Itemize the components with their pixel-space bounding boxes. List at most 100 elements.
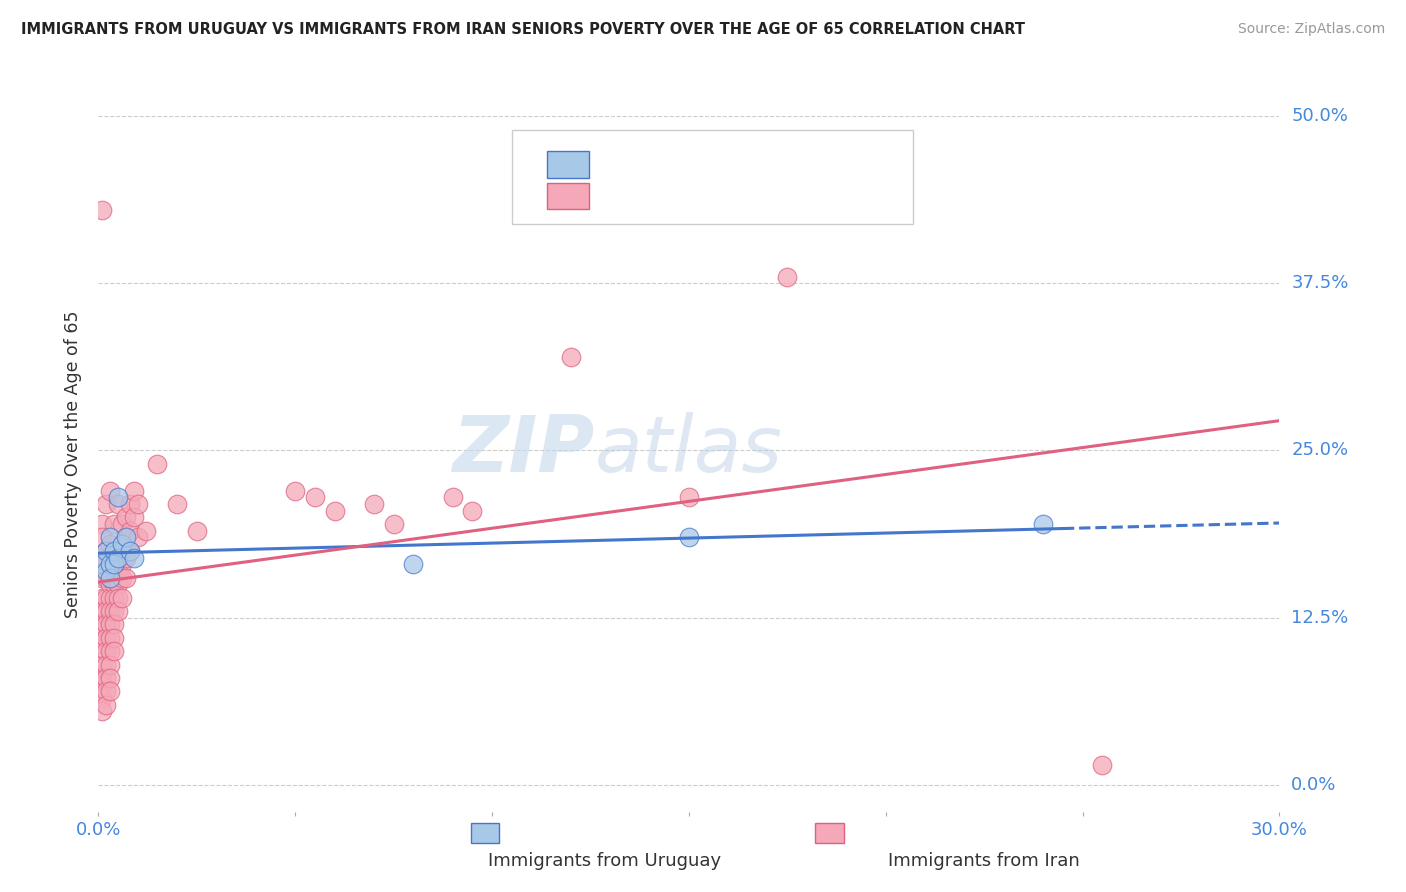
Text: ZIP: ZIP [453, 412, 595, 488]
Point [146, 457, 169, 471]
Point [103, 644, 125, 658]
Point [103, 557, 125, 572]
Point [1091, 758, 1114, 772]
Point [103, 617, 125, 632]
Point [98, 591, 121, 605]
Point [382, 517, 405, 532]
Text: 37.5%: 37.5% [1291, 274, 1348, 293]
Point [91, 557, 114, 572]
Point [107, 497, 129, 511]
Point [107, 550, 129, 565]
Point [91, 591, 114, 605]
Point [98, 657, 121, 672]
Point [107, 491, 129, 505]
Point [111, 571, 134, 585]
Point [96, 604, 118, 618]
Point [1032, 517, 1054, 532]
FancyBboxPatch shape [512, 130, 914, 224]
FancyBboxPatch shape [547, 183, 589, 210]
Text: atlas: atlas [595, 412, 782, 488]
Point [96, 644, 118, 658]
Point [323, 503, 346, 517]
Point [111, 591, 134, 605]
Point [96, 571, 118, 585]
Point [107, 544, 129, 558]
Point [96, 497, 118, 511]
Point [103, 544, 125, 558]
Point [166, 497, 188, 511]
Point [111, 557, 134, 572]
Point [91, 671, 114, 685]
Text: 0.0%: 0.0% [1291, 776, 1337, 794]
Point [98, 530, 121, 544]
Point [91, 550, 114, 565]
Point [678, 530, 700, 544]
Point [91, 604, 114, 618]
Y-axis label: Seniors Poverty Over the Age of 65: Seniors Poverty Over the Age of 65 [65, 310, 83, 617]
Point [107, 604, 129, 618]
Point [96, 698, 118, 712]
Point [103, 591, 125, 605]
Text: 50.0%: 50.0% [1291, 107, 1348, 125]
Text: IMMIGRANTS FROM URUGUAY VS IMMIGRANTS FROM IRAN SENIORS POVERTY OVER THE AGE OF : IMMIGRANTS FROM URUGUAY VS IMMIGRANTS FR… [21, 22, 1025, 37]
Point [91, 678, 114, 692]
Point [122, 483, 145, 498]
Point [560, 350, 582, 364]
Point [96, 591, 118, 605]
Point [118, 544, 141, 558]
Point [402, 557, 425, 572]
Point [91, 657, 114, 672]
Point [115, 510, 138, 524]
Point [91, 530, 114, 544]
Point [107, 564, 129, 578]
Point [115, 550, 138, 565]
Point [461, 503, 484, 517]
Point [91, 202, 114, 217]
Point [135, 524, 157, 538]
Point [96, 544, 118, 558]
Point [91, 624, 114, 639]
Point [678, 491, 700, 505]
Point [118, 544, 141, 558]
Point [127, 530, 149, 544]
Point [96, 671, 118, 685]
Point [91, 557, 114, 572]
Point [111, 537, 134, 551]
Point [98, 537, 121, 551]
Text: R = 0.086   N = 17: R = 0.086 N = 17 [606, 156, 776, 174]
Point [91, 617, 114, 632]
Text: 25.0%: 25.0% [1291, 442, 1348, 459]
Point [111, 537, 134, 551]
Point [111, 517, 134, 532]
Point [91, 637, 114, 651]
Point [98, 644, 121, 658]
Point [98, 557, 121, 572]
Point [776, 269, 799, 284]
Point [103, 557, 125, 572]
Point [107, 591, 129, 605]
Point [98, 631, 121, 645]
Text: R = 0.480   N = 84: R = 0.480 N = 84 [606, 187, 776, 205]
Point [91, 705, 114, 719]
Point [96, 631, 118, 645]
Point [122, 510, 145, 524]
Point [122, 550, 145, 565]
Point [96, 564, 118, 578]
Point [98, 571, 121, 585]
Point [98, 577, 121, 591]
Point [96, 544, 118, 558]
Text: Source: ZipAtlas.com: Source: ZipAtlas.com [1237, 22, 1385, 37]
Point [186, 524, 208, 538]
Point [98, 671, 121, 685]
Point [284, 483, 307, 498]
Point [98, 617, 121, 632]
Point [98, 557, 121, 572]
Point [98, 483, 121, 498]
Text: Immigrants from Iran: Immigrants from Iran [889, 852, 1080, 870]
Point [96, 617, 118, 632]
Point [96, 657, 118, 672]
Text: 12.5%: 12.5% [1291, 608, 1348, 627]
Point [304, 491, 326, 505]
Point [115, 530, 138, 544]
Point [103, 577, 125, 591]
